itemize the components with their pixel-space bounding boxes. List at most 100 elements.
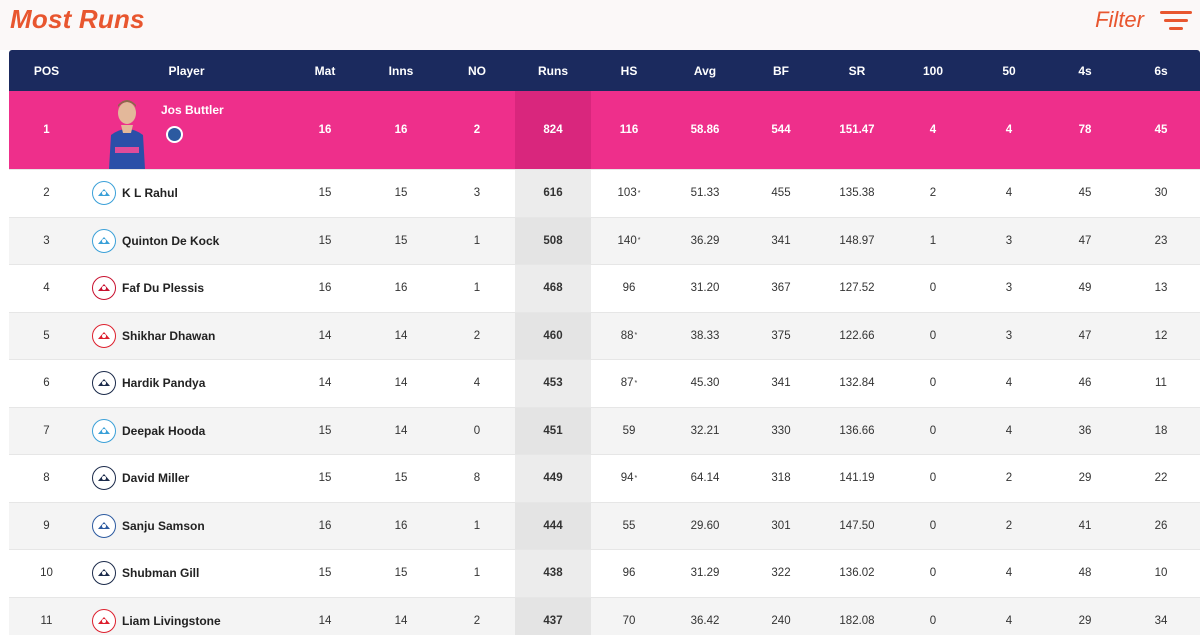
column-header-avg[interactable]: Avg (693, 63, 717, 78)
sixes-cell: 10 (1154, 567, 1168, 580)
column-header-player[interactable]: Player (168, 63, 205, 78)
no-cell: 2 (473, 329, 481, 342)
runs-column-band (515, 502, 591, 549)
not-out-marker: * (634, 332, 638, 340)
table-row[interactable]: 8 15 15 8 449 94 * 64.14 318 141.19 0 2 29 22 David Mi… (9, 455, 1200, 503)
avg-cell: 31.20 (690, 282, 720, 295)
fours-cell: 46 (1078, 377, 1092, 390)
column-header-100[interactable]: 100 (922, 63, 944, 78)
inns-cell: 14 (394, 614, 408, 627)
hundreds-cell: 0 (929, 424, 937, 437)
sixes-cell: 18 (1154, 424, 1168, 437)
no-cell: 1 (473, 567, 481, 580)
hundreds-cell: 4 (929, 124, 937, 136)
team-logo-cell (84, 218, 124, 265)
runs-column-band (515, 170, 591, 217)
filter-label: Filter (1095, 7, 1144, 32)
fifties-cell: 3 (1005, 282, 1013, 295)
filter-button[interactable]: Filter (1095, 4, 1192, 36)
player-name[interactable]: K L Rahul (122, 186, 178, 201)
avg-cell: 32.21 (690, 424, 720, 437)
pos-cell: 8 (43, 472, 50, 485)
player-name[interactable]: Deepak Hooda (122, 423, 206, 438)
bf-cell: 367 (771, 282, 791, 295)
runs-column-band (515, 312, 591, 359)
bf-cell: 455 (771, 187, 791, 200)
player-name[interactable]: Shikhar Dhawan (122, 328, 216, 343)
no-cell: 8 (473, 472, 481, 485)
table-row[interactable]: 4 16 16 1 468 96 31.20 367 127.52 0 3 49 13 Faf Du Pl… (9, 265, 1200, 313)
table-row[interactable]: 10 15 15 1 438 96 31.29 322 136.02 0 4 48 10 Shubman … (9, 550, 1200, 598)
table-row[interactable]: 6 14 14 4 453 87 * 45.30 341 132.84 0 4 46 11 Hardik P… (9, 360, 1200, 408)
inns-cell: 15 (394, 567, 408, 580)
table-row[interactable]: 9 16 16 1 444 55 29.60 301 147.50 0 2 41 26 Sanju Sam… (9, 502, 1200, 550)
no-cell: 1 (473, 234, 481, 247)
team-logo-cell (84, 503, 124, 550)
column-header-runs[interactable]: Runs (538, 63, 568, 78)
column-header-4s[interactable]: 4s (1078, 63, 1092, 78)
bf-cell: 318 (771, 472, 791, 485)
hundreds-cell: 1 (929, 234, 937, 247)
no-cell: 2 (473, 614, 481, 627)
inns-cell: 14 (394, 424, 408, 437)
hs-cell: 103 * (617, 187, 641, 200)
column-header-bf[interactable]: BF (773, 63, 789, 78)
column-header-inns[interactable]: Inns (388, 63, 414, 78)
hundreds-cell: 0 (929, 614, 937, 627)
player-name[interactable]: Faf Du Plessis (122, 281, 205, 296)
mat-cell: 15 (318, 234, 332, 247)
inns-cell: 15 (394, 472, 408, 485)
column-header-sr[interactable]: SR (848, 63, 866, 78)
mat-cell: 16 (318, 282, 332, 295)
player-cell: Sanju Samson (122, 503, 362, 550)
player-name[interactable]: David Miller (122, 471, 190, 486)
player-name[interactable]: Shubman Gill (122, 566, 200, 581)
inns-cell: 16 (394, 519, 408, 532)
runs-column-band (515, 407, 591, 454)
top-bar: Most Runs Filter (0, 0, 1200, 50)
column-header-hs[interactable]: HS (620, 63, 638, 78)
column-header-no[interactable]: NO (468, 63, 486, 78)
fifties-cell: 4 (1005, 187, 1013, 200)
avg-cell: 36.42 (690, 614, 720, 627)
no-cell: 1 (473, 282, 481, 295)
player-name[interactable]: Liam Livingstone (122, 613, 221, 628)
player-name[interactable]: Sanju Samson (122, 518, 205, 533)
player-name[interactable]: Quinton De Kock (122, 233, 220, 248)
pos-cell: 5 (43, 329, 50, 342)
table-row[interactable]: 7 15 14 0 451 59 32.21 330 136.66 0 4 36 18 Deepak Ho… (9, 407, 1200, 455)
avg-cell: 51.33 (690, 187, 720, 200)
player-name[interactable]: Jos Buttler (161, 103, 224, 117)
fours-cell: 78 (1078, 124, 1092, 136)
sr-cell: 182.08 (839, 614, 875, 627)
not-out-marker: * (637, 237, 641, 245)
hundreds-cell: 0 (929, 282, 937, 295)
hs-cell: 94 * (620, 472, 638, 485)
fours-cell: 48 (1078, 567, 1092, 580)
fifties-cell: 2 (1005, 472, 1013, 485)
fifties-cell: 2 (1005, 519, 1013, 532)
player-cell: Shikhar Dhawan (122, 313, 362, 360)
sixes-cell: 34 (1154, 614, 1168, 627)
hs-cell: 88 * (620, 329, 638, 342)
table-row[interactable]: 1 16 16 2 824 116 58.86 544 151.47 4 4 78 45 Jos Butt… (9, 91, 1200, 170)
player-cell: Deepak Hooda (122, 408, 362, 455)
sr-cell: 148.97 (839, 234, 875, 247)
bf-cell: 375 (771, 329, 791, 342)
hundreds-cell: 0 (929, 567, 937, 580)
sr-cell: 132.84 (839, 377, 875, 390)
mat-cell: 15 (318, 424, 332, 437)
runs-cell: 468 (543, 282, 563, 295)
sr-cell: 141.19 (839, 472, 875, 485)
column-header-mat[interactable]: Mat (314, 63, 336, 78)
bf-cell: 322 (771, 567, 791, 580)
table-row[interactable]: 5 14 14 2 460 88 * 38.33 375 122.66 0 3 47 12 Shikhar … (9, 312, 1200, 360)
table-row[interactable]: 3 15 15 1 508 140 * 36.29 341 148.97 1 3 47 23 Quinton… (9, 217, 1200, 265)
table-row[interactable]: 11 14 14 2 437 70 36.42 240 182.08 0 4 29 34 Liam Liv… (9, 597, 1200, 635)
player-name[interactable]: Hardik Pandya (122, 376, 206, 391)
column-header-6s[interactable]: 6s (1154, 63, 1168, 78)
column-header-50[interactable]: 50 (1002, 63, 1016, 78)
hs-cell: 116 (619, 124, 639, 136)
table-row[interactable]: 2 15 15 3 616 103 * 51.33 455 135.38 2 4 45 30 K L Rah… (9, 170, 1200, 218)
column-header-pos[interactable]: POS (33, 63, 60, 78)
